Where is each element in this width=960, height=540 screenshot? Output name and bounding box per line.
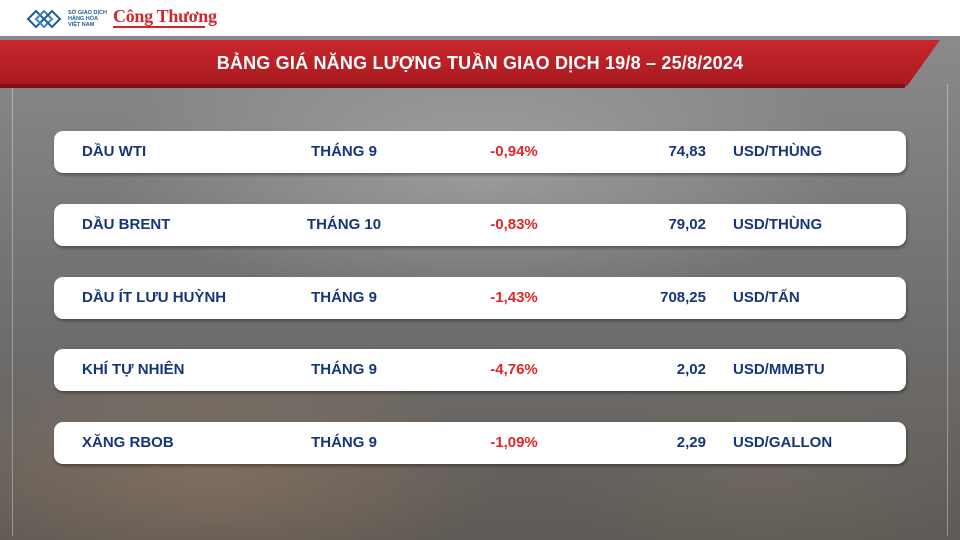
top-bar: SỞ GIAO DỊCH HÀNG HÓA VIỆT NAM Công Thươ… (0, 0, 960, 36)
price-change: -0,83% (490, 216, 538, 233)
contract-month: THÁNG 9 (311, 361, 377, 378)
contract-month: THÁNG 9 (311, 143, 377, 160)
table-row: XĂNG RBOB THÁNG 9 -1,09% 2,29 USD/GALLON (54, 422, 906, 464)
table-row: DẦU WTI THÁNG 9 -0,94% 74,83 USD/THÙNG (54, 131, 906, 173)
exchange-logo: SỞ GIAO DỊCH HÀNG HÓA VIỆT NAM (26, 7, 114, 31)
price-unit: USD/TẤN (733, 289, 800, 306)
price-unit: USD/GALLON (733, 434, 833, 451)
table-row: DẦU BRENT THÁNG 10 -0,83% 79,02 USD/THÙN… (54, 204, 906, 246)
org-line: VIỆT NAM (68, 22, 95, 28)
commodity-name: XĂNG RBOB (82, 434, 174, 451)
contract-month: THÁNG 9 (311, 289, 377, 306)
commodity-name: DẦU BRENT (82, 216, 171, 233)
price-change: -1,09% (490, 434, 538, 451)
price-change: -0,94% (490, 143, 538, 160)
price-value: 74,83 (668, 143, 706, 160)
price-change: -1,43% (490, 289, 538, 306)
price-change: -4,76% (490, 361, 538, 378)
brand-logo: Công Thương (113, 6, 217, 26)
page-title: BẢNG GIÁ NĂNG LƯỢNG TUẦN GIAO DỊCH 19/8 … (216, 53, 744, 73)
org-line: SỞ GIAO DỊCH (68, 10, 107, 16)
table-row: DẦU ÍT LƯU HUỲNH THÁNG 9 -1,43% 708,25 U… (54, 277, 906, 319)
exchange-logo-text: SỞ GIAO DỊCH HÀNG HÓA VIỆT NAM (68, 10, 114, 28)
exchange-logo-icon (26, 9, 62, 29)
contract-month: THÁNG 10 (306, 216, 382, 233)
price-unit: USD/THÙNG (733, 143, 823, 160)
price-unit: USD/MMBTU (733, 361, 825, 378)
content-frame (12, 84, 948, 536)
price-unit: USD/THÙNG (733, 216, 823, 233)
title-banner (0, 40, 940, 86)
price-value: 2,29 (676, 434, 706, 451)
price-value: 79,02 (668, 216, 706, 233)
commodity-name: KHÍ TỰ NHIÊN (82, 361, 185, 378)
commodity-name: DẦU WTI (82, 143, 147, 160)
commodity-name: DẦU ÍT LƯU HUỲNH (82, 289, 227, 306)
price-value: 708,25 (660, 289, 706, 306)
title-banner-shadow (0, 84, 905, 88)
contract-month: THÁNG 9 (311, 434, 377, 451)
table-row: KHÍ TỰ NHIÊN THÁNG 9 -4,76% 2,02 USD/MMB… (54, 349, 906, 391)
price-value: 2,02 (676, 361, 706, 378)
brand-underline (113, 26, 205, 28)
org-line: HÀNG HÓA (68, 16, 98, 22)
